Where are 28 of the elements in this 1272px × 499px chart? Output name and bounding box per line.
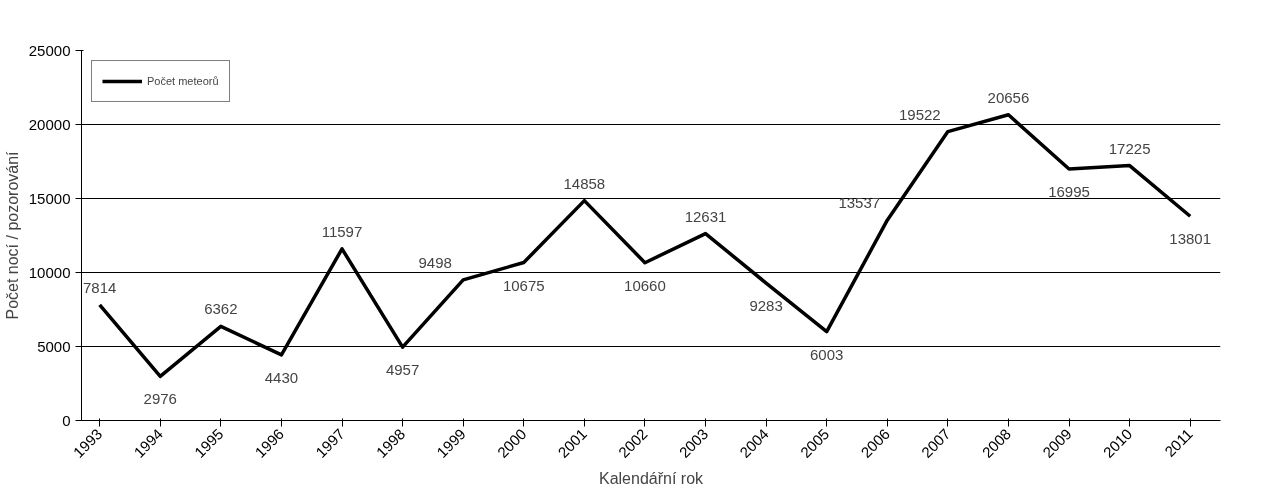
data-label: 9283 (749, 297, 783, 315)
data-label: 6362 (204, 300, 238, 318)
x-axis-title: Kalendářní rok (598, 470, 705, 488)
data-label: 13801 (1169, 230, 1212, 248)
data-label: 7814 (82, 278, 117, 296)
y-tick-label: 25000 (28, 41, 71, 59)
y-tick-label: 20000 (28, 115, 71, 133)
y-axis-title: Počet nocí / pozorování (3, 150, 21, 320)
data-label: 10675 (502, 276, 545, 294)
data-label: 4430 (264, 368, 299, 386)
data-label: 11597 (321, 222, 363, 240)
y-tick-label: 15000 (28, 189, 71, 207)
data-label: 2976 (143, 390, 177, 408)
data-label: 13537 (838, 194, 881, 212)
data-label: 10660 (624, 276, 666, 294)
data-label: 19522 (899, 105, 941, 123)
data-label: 4957 (385, 361, 420, 379)
data-label: 14858 (563, 174, 606, 192)
data-label: 6003 (810, 345, 844, 363)
legend-label: Počet meteorů (147, 75, 219, 87)
data-label: 17225 (1108, 139, 1151, 157)
data-label: 20656 (987, 88, 1030, 106)
data-label: 12631 (684, 207, 727, 225)
data-label: 16995 (1048, 182, 1090, 200)
y-tick-label: 0 (62, 411, 71, 429)
data-label: 9498 (418, 253, 452, 271)
y-tick-label: 5000 (37, 337, 71, 355)
y-tick-label: 10000 (28, 263, 71, 281)
